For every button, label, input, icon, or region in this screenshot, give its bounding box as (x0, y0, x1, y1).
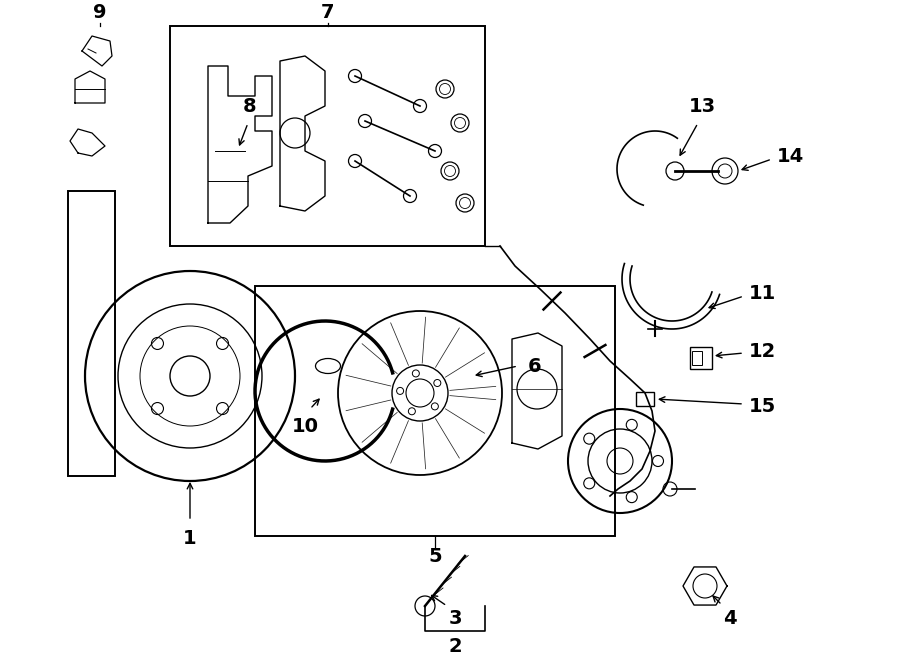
Text: 15: 15 (749, 397, 776, 416)
Bar (170, 26, 485, 246)
Text: 12: 12 (749, 342, 776, 360)
Text: 13: 13 (688, 97, 716, 116)
Bar (690, 347, 712, 369)
Text: 8: 8 (243, 97, 256, 116)
Bar (68, 191, 115, 476)
Text: 1: 1 (184, 529, 197, 549)
Bar (692, 351, 702, 365)
Text: 14: 14 (777, 147, 804, 165)
Bar (636, 392, 654, 406)
Text: 2: 2 (448, 637, 462, 656)
Text: 3: 3 (448, 609, 462, 629)
Text: 4: 4 (724, 609, 737, 629)
Text: 10: 10 (292, 416, 319, 436)
Text: 9: 9 (94, 3, 107, 22)
Text: 6: 6 (528, 356, 542, 375)
Bar (255, 286, 615, 536)
Text: 5: 5 (428, 547, 442, 566)
Text: 11: 11 (749, 284, 776, 303)
Text: 7: 7 (321, 3, 335, 22)
